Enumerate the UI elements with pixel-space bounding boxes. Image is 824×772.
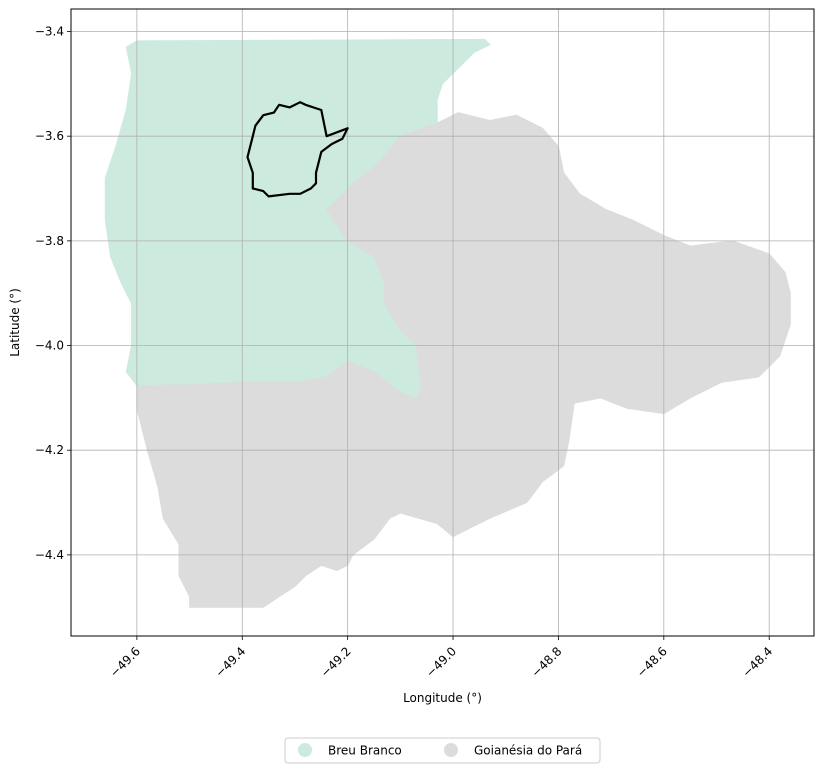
x-tick-label: −48.8 [529,644,565,680]
axes-frame [70,8,815,637]
legend-marker-goianesia-do-para [444,743,458,757]
region-goianesia-do-para [136,112,791,608]
region-layer [104,38,791,608]
x-tick-label: −49.0 [423,644,459,680]
highlight-outline [246,101,349,198]
y-tick-label: −3.4 [35,25,64,39]
y-axis-ticks: −3.4 −3.6 −3.8 −4.0 −4.2 −4.4 [35,25,71,562]
legend: Breu Branco Goianésia do Pará [284,737,601,764]
x-axis-ticks: −49.6 −49.4 −49.2 −49.0 −48.8 −48.6 −48.4 [107,636,775,680]
legend-box [284,737,601,764]
x-tick-label: −49.6 [107,644,143,680]
x-tick-label: −49.4 [212,644,248,680]
y-tick-label: −3.6 [35,129,64,143]
y-tick-label: −3.8 [35,234,64,248]
y-tick-label: −4.2 [35,443,64,457]
y-tick-label: −4.0 [35,339,64,353]
grid-lines [71,9,814,636]
y-axis-label: Latitude (°) [8,288,22,357]
x-tick-label: −48.4 [739,644,775,680]
legend-label-goianesia-do-para: Goianésia do Pará [474,744,582,758]
legend-marker-breu-branco [298,743,312,757]
x-tick-label: −49.2 [318,644,354,680]
x-axis-label: Longitude (°) [403,691,482,705]
plot-area [70,8,815,637]
y-tick-label: −4.4 [35,548,64,562]
x-tick-label: −48.6 [634,644,670,680]
legend-label-breu-branco: Breu Branco [328,744,402,758]
